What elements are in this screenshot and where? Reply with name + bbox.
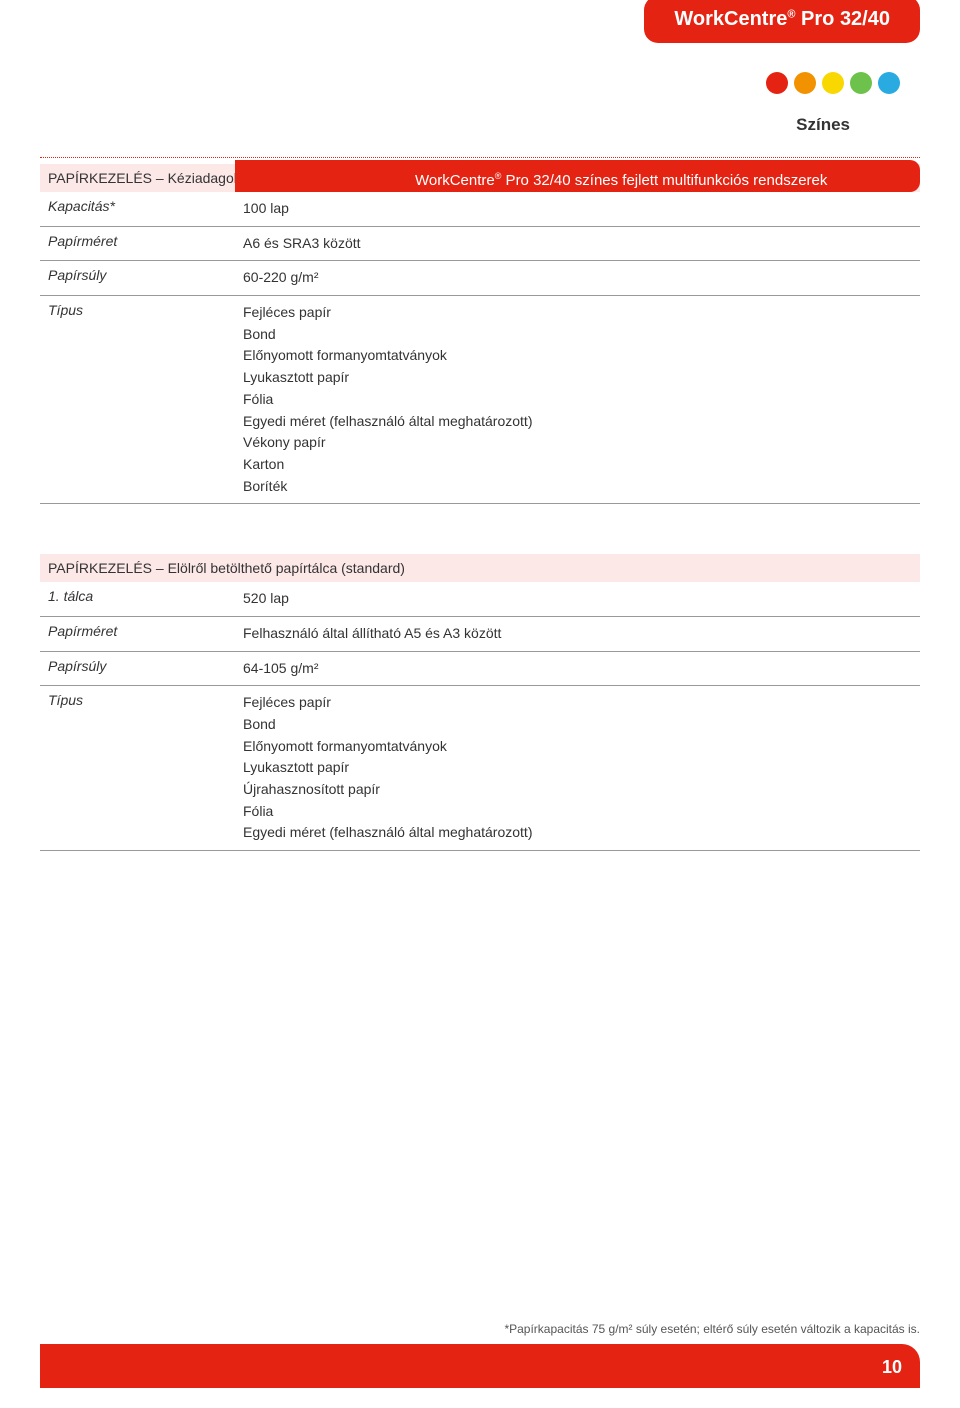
product-badge: WorkCentre® Pro 32/40	[644, 0, 920, 43]
spec-value: Fejléces papírBondElőnyomott formanyomta…	[235, 686, 920, 851]
spec-value: 100 lap	[235, 192, 920, 226]
spec-label: Típus	[40, 296, 235, 504]
titlebar-text: Pro 32/40 színes fejlett multifunkciós r…	[501, 172, 827, 189]
table-row: TípusFejléces papírBondElőnyomott forman…	[40, 296, 920, 504]
spec-value: 520 lap	[235, 582, 920, 616]
dotted-separator	[40, 157, 920, 158]
spec-value: A6 és SRA3 között	[235, 226, 920, 261]
spec-label: Papírméret	[40, 226, 235, 261]
spec-value: 60-220 g/m²	[235, 261, 920, 296]
spec-value: Fejléces papírBondElőnyomott formanyomta…	[235, 296, 920, 504]
color-label: Színes	[796, 115, 850, 135]
color-dots	[766, 72, 900, 94]
table-row: PapírméretA6 és SRA3 között	[40, 226, 920, 261]
spec-label: Típus	[40, 686, 235, 851]
page-number: 10	[882, 1357, 902, 1378]
spec-table-2: 1. tálca520 lapPapírméretFelhasználó ált…	[40, 582, 920, 851]
spec-value: 64-105 g/m²	[235, 651, 920, 686]
section-manual-tray: PAPÍRKEZELÉS – Kéziadagoló tálca Kapacit…	[40, 164, 920, 504]
spec-label: Kapacitás*	[40, 192, 235, 226]
color-dot	[794, 72, 816, 94]
section2-title-main: PAPÍRKEZELÉS	[48, 560, 152, 576]
spec-value: Felhasználó által állítható A5 és A3 köz…	[235, 616, 920, 651]
table-row: TípusFejléces papírBondElőnyomott forman…	[40, 686, 920, 851]
spec-label: 1. tálca	[40, 582, 235, 616]
table-row: Kapacitás*100 lap	[40, 192, 920, 226]
table-row: Papírsúly64-105 g/m²	[40, 651, 920, 686]
color-dot	[822, 72, 844, 94]
table-row: Papírsúly60-220 g/m²	[40, 261, 920, 296]
badge-model: Pro 32/40	[795, 8, 890, 30]
spec-table-1-body: Kapacitás*100 lapPapírméretA6 és SRA3 kö…	[40, 192, 920, 504]
section-front-tray: PAPÍRKEZELÉS – Elölről betölthető papírt…	[40, 554, 920, 851]
spec-label: Papírméret	[40, 616, 235, 651]
color-dot	[850, 72, 872, 94]
badge-brand: WorkCentre	[674, 8, 787, 30]
titlebar-brand: WorkCentre	[415, 172, 495, 189]
table-row: 1. tálca520 lap	[40, 582, 920, 616]
section1-title-main: PAPÍRKEZELÉS	[48, 170, 152, 186]
footer-band	[40, 1344, 920, 1388]
color-dot	[766, 72, 788, 94]
section-header-2: PAPÍRKEZELÉS – Elölről betölthető papírt…	[40, 554, 920, 582]
color-dot	[878, 72, 900, 94]
spec-label: Papírsúly	[40, 651, 235, 686]
spec-table-1: Kapacitás*100 lapPapírméretA6 és SRA3 kö…	[40, 192, 920, 504]
title-bar: WorkCentre® Pro 32/40 színes fejlett mul…	[235, 160, 920, 192]
table-row: PapírméretFelhasználó által állítható A5…	[40, 616, 920, 651]
spec-table-2-body: 1. tálca520 lapPapírméretFelhasználó ált…	[40, 582, 920, 850]
section2-title-sub: – Elölről betölthető papírtálca (standar…	[152, 560, 405, 576]
footnote: *Papírkapacitás 75 g/m² súly esetén; elt…	[504, 1322, 920, 1336]
spec-label: Papírsúly	[40, 261, 235, 296]
